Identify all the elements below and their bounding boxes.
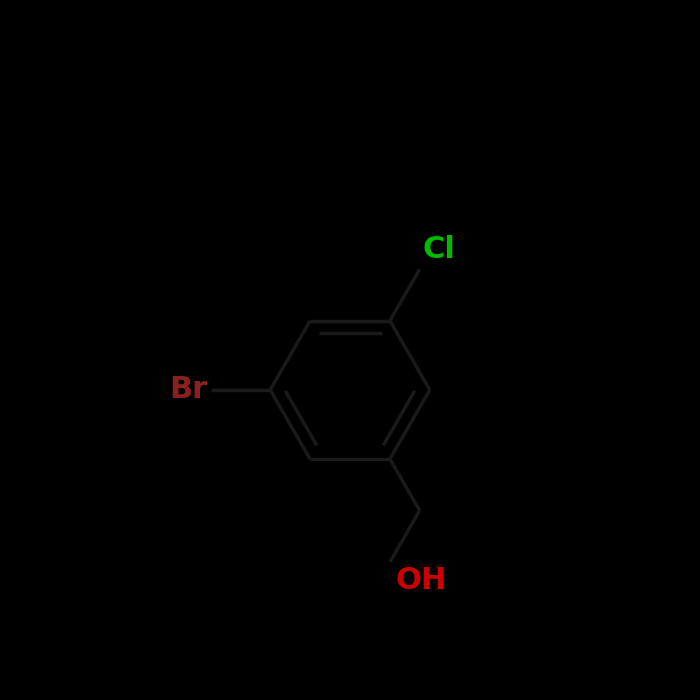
Text: Cl: Cl xyxy=(423,234,455,264)
Text: OH: OH xyxy=(395,566,447,594)
Text: Br: Br xyxy=(169,375,207,405)
